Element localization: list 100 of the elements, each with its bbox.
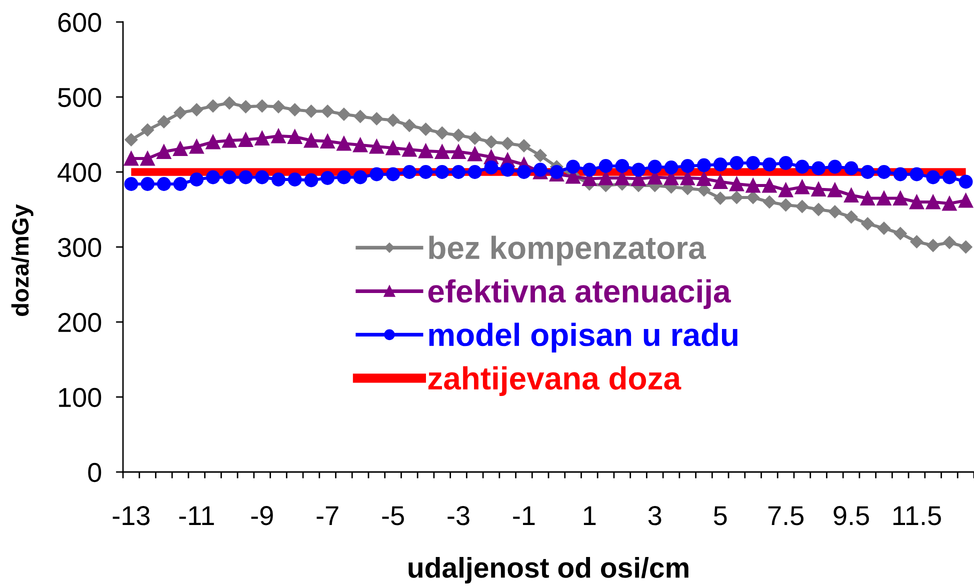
- point: [451, 144, 466, 160]
- point: [942, 236, 956, 249]
- point: [336, 170, 351, 184]
- point: [402, 119, 416, 132]
- point: [255, 170, 270, 184]
- point: [746, 156, 760, 170]
- point: [272, 172, 286, 186]
- point: [190, 103, 204, 116]
- point: [614, 170, 630, 186]
- point: [484, 136, 498, 148]
- point: [828, 205, 842, 218]
- point: [534, 149, 547, 162]
- point: [812, 203, 826, 216]
- point: [174, 106, 187, 120]
- point: [500, 162, 515, 177]
- point: [288, 172, 302, 186]
- point: [582, 162, 596, 177]
- point: [746, 191, 760, 204]
- point: [288, 103, 302, 116]
- point: [828, 182, 842, 198]
- point: [942, 170, 956, 184]
- point: [239, 100, 252, 114]
- point: [697, 158, 711, 172]
- point: [222, 170, 236, 184]
- legend-label: efektivna atenuacija: [428, 279, 731, 309]
- point: [566, 160, 580, 174]
- point: [434, 144, 450, 160]
- point: [844, 210, 858, 224]
- point: [713, 158, 728, 172]
- point: [386, 114, 400, 127]
- point: [746, 178, 760, 193]
- point: [321, 104, 334, 118]
- point: [386, 140, 400, 156]
- point: [861, 217, 874, 230]
- point: [124, 177, 138, 191]
- point: [272, 100, 285, 114]
- point: [648, 160, 662, 174]
- point: [222, 133, 237, 148]
- point: [860, 190, 875, 206]
- point: [157, 115, 170, 128]
- point: [942, 196, 957, 211]
- point: [762, 158, 776, 172]
- point: [402, 142, 417, 157]
- y-tick-label: 600: [58, 12, 102, 32]
- point: [189, 139, 204, 154]
- x-tick-label: 3: [648, 506, 662, 526]
- point: [354, 110, 367, 123]
- y-tick-label: 400: [58, 162, 102, 182]
- point: [958, 193, 974, 208]
- point: [484, 160, 498, 174]
- point: [140, 177, 154, 191]
- point: [778, 182, 794, 198]
- point: [468, 132, 482, 145]
- point: [436, 126, 449, 140]
- x-tick-label: 11.5: [893, 506, 941, 526]
- point: [124, 151, 138, 166]
- x-tick-label: -3: [448, 506, 470, 526]
- point: [910, 167, 924, 182]
- point: [353, 170, 368, 184]
- point: [729, 176, 744, 192]
- point: [369, 139, 384, 154]
- point: [238, 170, 253, 184]
- point: [926, 170, 940, 184]
- point: [271, 128, 286, 144]
- point: [336, 136, 352, 151]
- point: [206, 134, 220, 150]
- point: [418, 165, 433, 179]
- point: [926, 239, 940, 252]
- point: [501, 137, 514, 150]
- point: [762, 196, 776, 208]
- point: [893, 190, 908, 206]
- y-tick-label: 0: [88, 462, 102, 482]
- point: [418, 144, 434, 158]
- point: [926, 194, 940, 210]
- x-tick-label: 1: [584, 506, 596, 525]
- point: [124, 133, 138, 146]
- x-tick-label: -9: [251, 506, 273, 526]
- point: [796, 200, 809, 213]
- point: [141, 124, 154, 136]
- point: [730, 156, 744, 170]
- point: [844, 161, 858, 176]
- point: [811, 182, 826, 197]
- x-tick-label: 5: [714, 506, 727, 526]
- x-tick-label: 7.5: [768, 506, 804, 526]
- point: [696, 171, 712, 186]
- point: [468, 146, 482, 162]
- point: [468, 165, 482, 179]
- x-tick-label: -11: [179, 506, 214, 525]
- point: [206, 170, 220, 184]
- point: [958, 174, 973, 189]
- point: [828, 160, 842, 174]
- point: [304, 104, 318, 118]
- point: [190, 172, 204, 186]
- point: [256, 100, 269, 112]
- point: [452, 165, 466, 179]
- point: [517, 165, 531, 179]
- point: [910, 235, 924, 248]
- point: [370, 112, 384, 126]
- x-tick-label: -5: [382, 506, 404, 526]
- point: [172, 141, 188, 156]
